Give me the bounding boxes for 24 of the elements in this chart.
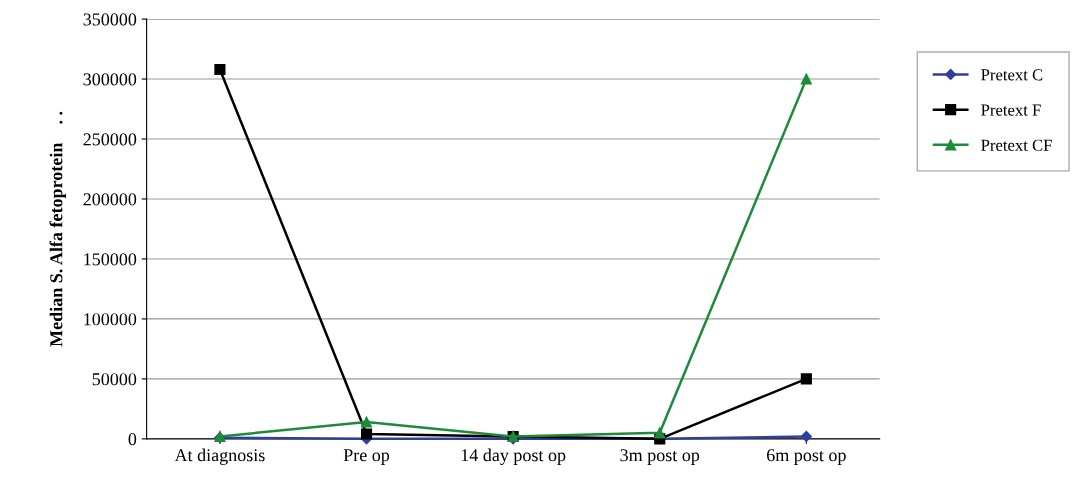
- x-tick-label: 14 day post op: [461, 448, 566, 465]
- y-tick-label: 100000: [84, 313, 137, 326]
- y-axis-title: Median S. Alfa fetoprotein . .: [49, 111, 67, 347]
- legend-label: Pretext F: [981, 104, 1041, 116]
- y-tick-label: 250000: [83, 133, 137, 146]
- y-tick-label: 150000: [84, 253, 137, 266]
- y-tick-label: 300000: [83, 73, 137, 86]
- y-tick-label: 50000: [92, 373, 137, 386]
- point: [360, 416, 373, 428]
- legend-label: Pretext CF: [981, 139, 1052, 151]
- x-tick-label: Pre op: [343, 449, 390, 465]
- x-tick-label: 6m post op: [767, 449, 846, 465]
- point: [800, 430, 812, 443]
- x-tick-label: 3m post op: [620, 449, 700, 465]
- legend-label: Pretext C: [981, 69, 1043, 81]
- point: [800, 373, 812, 385]
- point: [800, 73, 812, 85]
- point: [214, 63, 226, 76]
- point: [360, 428, 373, 440]
- y-tick-label: 200000: [83, 193, 137, 206]
- point: [654, 427, 666, 439]
- x-tick-label: At diagnosis: [174, 448, 265, 465]
- y-tick-label: 350000: [83, 13, 137, 26]
- y-tick-label: 0: [128, 433, 137, 446]
